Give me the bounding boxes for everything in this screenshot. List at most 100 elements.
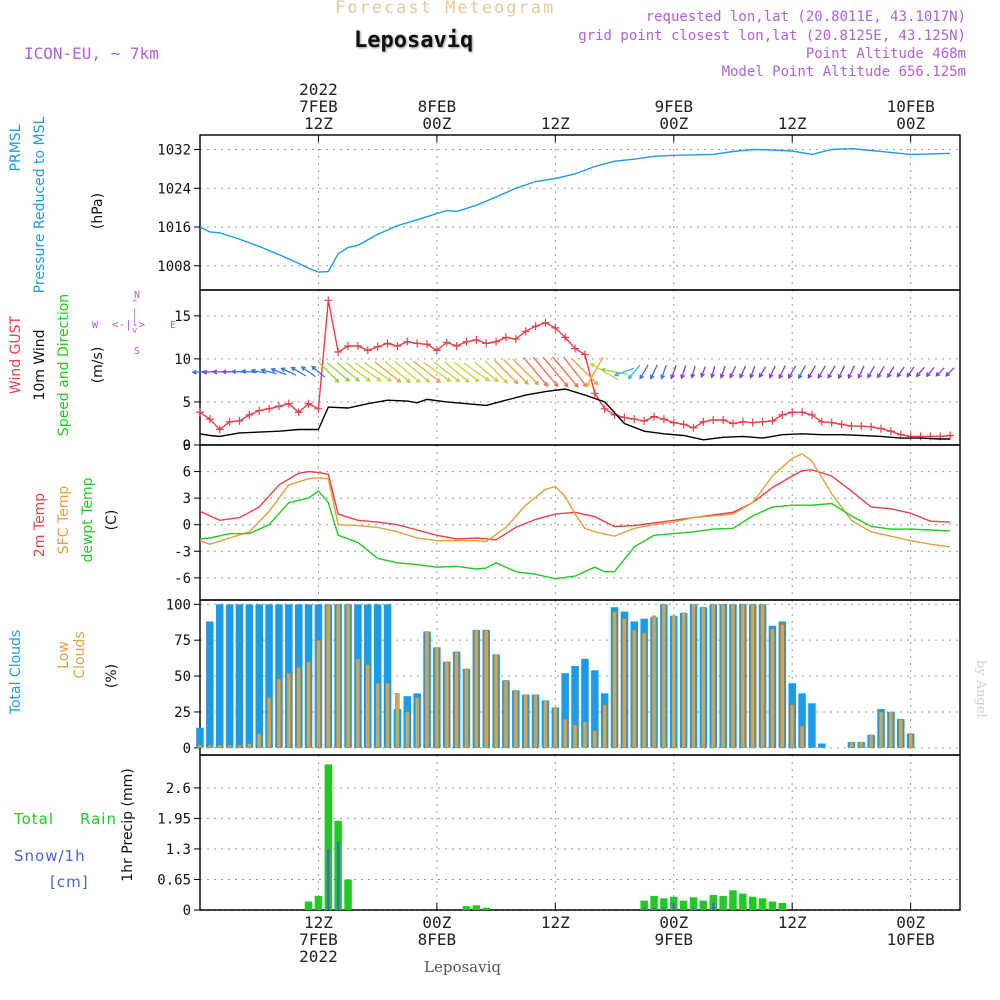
bottom-time-label: 8FEB: [418, 930, 457, 949]
wind-gust-point: [571, 344, 580, 353]
low-cloud-bar: [365, 664, 370, 749]
low-cloud-bar: [464, 668, 469, 749]
wind-direction-arrow: [453, 361, 480, 383]
top-time-label: 12Z: [778, 114, 807, 133]
wind-gust-point: [452, 341, 461, 350]
bottom-time-label: 9FEB: [655, 930, 694, 949]
top-time-label: 10FEB: [887, 97, 935, 116]
wind-direction-arrow: [404, 361, 431, 383]
low-cloud-bar: [720, 604, 726, 749]
compass-rose-icon: <-|->: [112, 318, 146, 331]
wind-gust-point: [719, 416, 728, 425]
wind-gust-point: [689, 423, 698, 432]
wind-direction-arrow: [700, 366, 706, 379]
wind-direction-arrow: [739, 365, 747, 379]
low-cloud-bar: [227, 744, 232, 749]
location-title: Leposaviq: [354, 28, 474, 53]
wind-direction-arrow: [788, 365, 797, 380]
wind-gust-point: [946, 431, 955, 440]
temp-ytick-label: 9: [183, 438, 191, 454]
wind-direction-arrow: [877, 365, 885, 379]
rain-bar: [472, 905, 481, 910]
rain-bar: [679, 900, 688, 910]
wind-gust-point: [551, 323, 560, 332]
wind-direction-arrow: [463, 362, 491, 382]
pressure-ytick-label: 1024: [157, 181, 191, 197]
wind-gust-point: [334, 348, 343, 356]
wind-gust-point: [906, 432, 915, 441]
top-time-label: 00Z: [896, 114, 925, 133]
bottom-time-label: 10FEB: [887, 930, 935, 949]
low-cloud-bar: [326, 604, 331, 749]
bottom-time-label: 7FEB: [299, 930, 338, 949]
total-cloud-bar: [591, 670, 599, 748]
wind-gust-point: [265, 404, 274, 413]
wind-gust-point: [837, 420, 846, 429]
compass-n: N: [134, 290, 141, 301]
precip-ytick-label: 2.6: [166, 781, 191, 797]
wind-gust-point: [630, 415, 639, 424]
bottom-time-label: 12Z: [304, 913, 333, 932]
wind-direction-arrow: [394, 360, 421, 384]
precip-label-snow: Snow/1h: [14, 847, 86, 865]
low-cloud-bar: [641, 632, 647, 749]
wind-direction-arrow: [326, 362, 351, 382]
wind-direction-arrow: [493, 359, 519, 385]
wind-gust-point: [590, 389, 599, 398]
compass-s: S: [134, 346, 141, 357]
temp-ytick-label: 3: [183, 491, 191, 507]
low-cloud-bar: [395, 693, 400, 749]
total-cloud-bar: [206, 621, 214, 748]
wind-direction-arrow: [280, 367, 297, 376]
wind-direction-arrow: [354, 362, 382, 382]
low-cloud-bar: [612, 611, 617, 749]
wind-gust-point: [304, 399, 313, 408]
total-cloud-bar: [255, 604, 263, 748]
low-cloud-bar: [503, 680, 509, 749]
low-cloud-bar: [898, 718, 903, 749]
wind-direction-arrow: [423, 361, 452, 382]
low-cloud-bar: [868, 734, 874, 749]
compass-e: E: [170, 320, 177, 331]
wind-direction-arrow: [906, 366, 915, 378]
bottom-time-label: 00Z: [659, 913, 688, 932]
pressure-ytick-label: 1008: [157, 259, 191, 275]
precip-ytick-label: 1.3: [166, 842, 191, 858]
wind-gust-point: [650, 412, 659, 421]
wind-direction-arrow: [484, 360, 509, 384]
rain-bar: [778, 903, 787, 910]
rain-bar: [699, 900, 708, 910]
low-cloud-bar: [316, 639, 321, 749]
total-cloud-bar: [561, 673, 569, 748]
requested-coords: requested lon,lat (20.8011E, 43.1017N): [645, 9, 966, 25]
low-cloud-bar: [849, 741, 854, 749]
model-label: ICON-EU, ~ 7km: [24, 44, 159, 63]
precip-label-total: Total: [14, 810, 55, 828]
wind-gust-point: [817, 417, 826, 426]
point-altitude: Point Altitude 468m: [805, 46, 966, 62]
compass-w: W: [92, 320, 99, 331]
wind-gust-point: [501, 333, 510, 342]
snow-bar: [643, 907, 646, 910]
rain-bar: [729, 890, 737, 910]
low-cloud-bar: [434, 647, 440, 749]
rain-bar: [344, 879, 352, 910]
wind-direction-arrow: [758, 366, 767, 379]
total-cloud-bar: [798, 693, 806, 748]
wind-direction-arrow: [260, 368, 277, 375]
precip-ytick-label: 0.65: [157, 872, 191, 888]
wind-direction-arrow: [270, 367, 287, 376]
wind-gust-point: [580, 350, 589, 359]
low-cloud-bar: [543, 700, 548, 749]
wind-direction-arrow: [290, 366, 307, 377]
wind-10m-line: [199, 388, 951, 441]
temp-ytick-label: -3: [174, 544, 191, 560]
low-cloud-bar: [197, 744, 203, 749]
bottom-time-label: 00Z: [896, 913, 925, 932]
wind-gust-point: [768, 416, 777, 425]
wind-direction-arrow: [935, 367, 945, 377]
low-cloud-bar: [671, 615, 676, 749]
wind-gust-point: [728, 419, 737, 428]
low-cloud-bar: [730, 604, 736, 749]
